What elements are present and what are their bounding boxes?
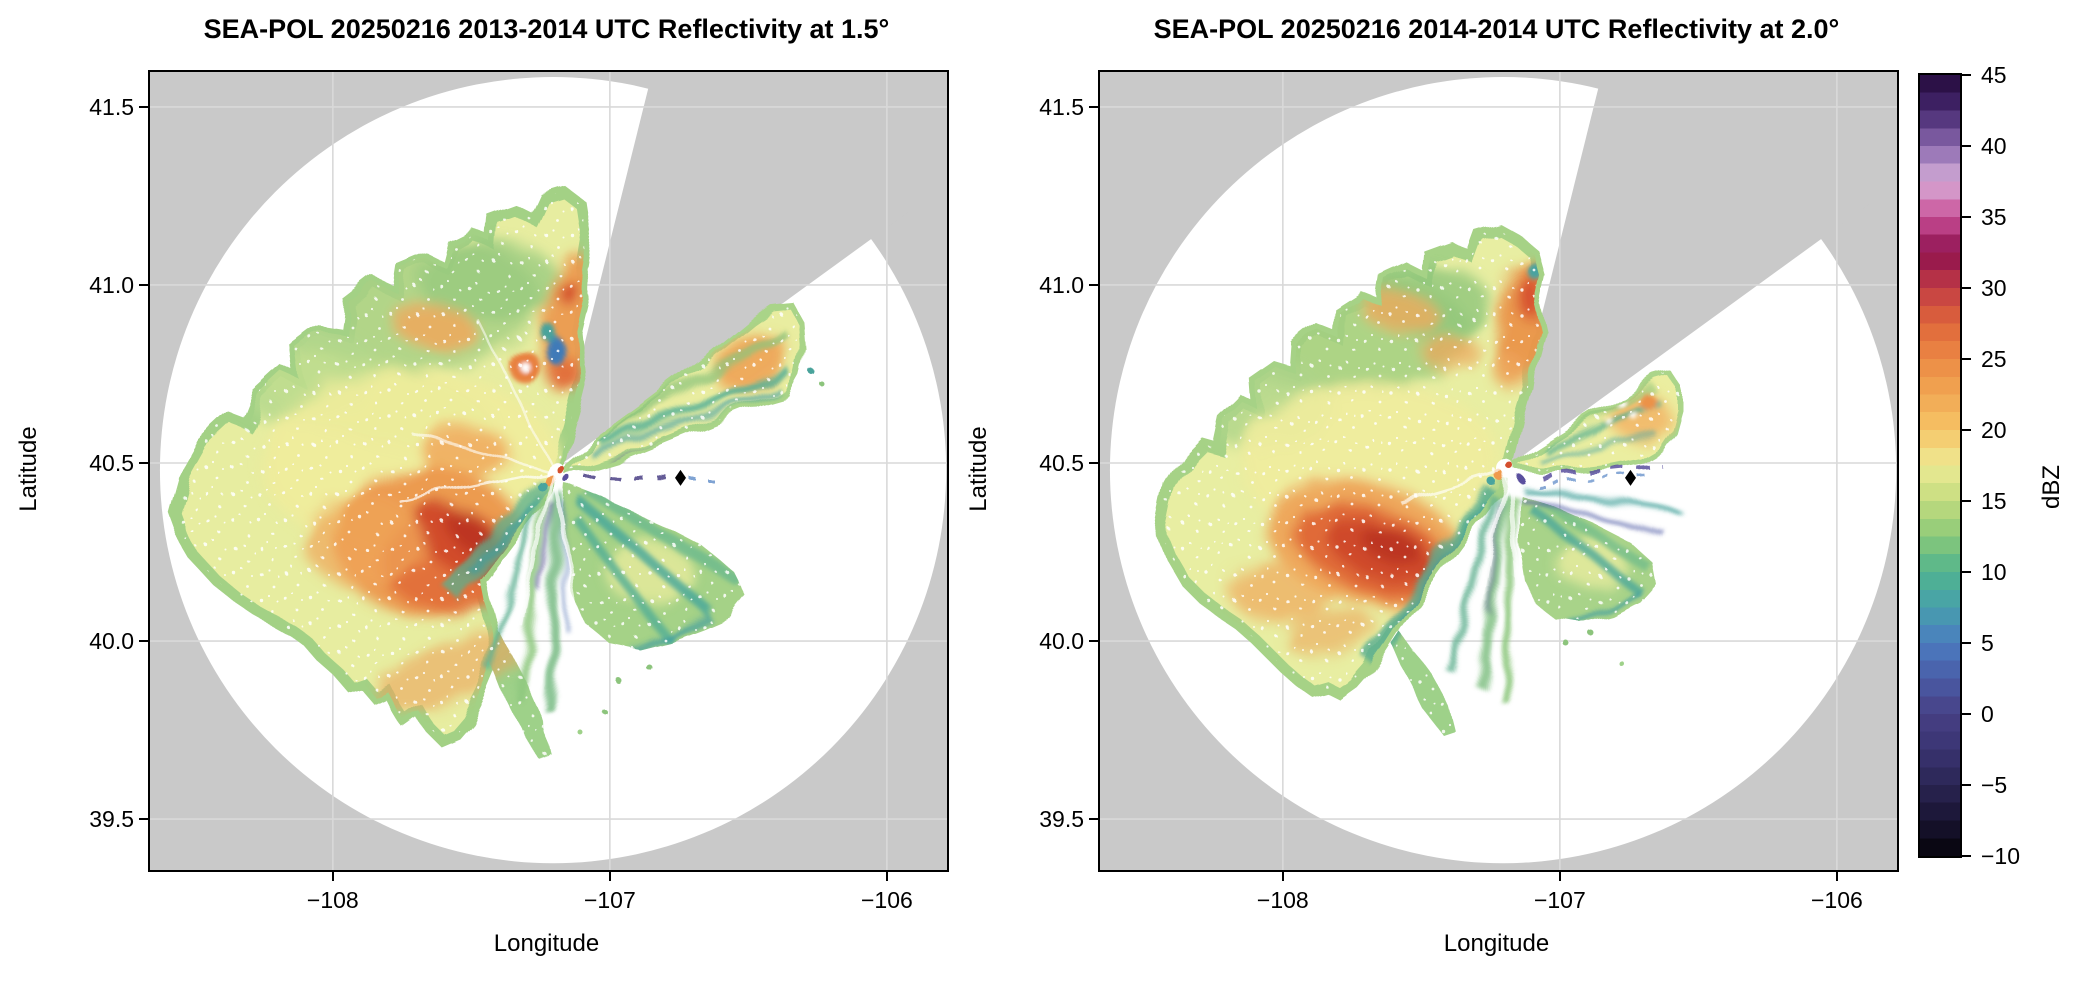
y-tick-mark bbox=[1089, 640, 1098, 643]
x-tick-mark bbox=[1835, 872, 1838, 881]
colorbar-tick-mark bbox=[1962, 855, 1971, 857]
colorbar-tick-label: 0 bbox=[1981, 701, 1994, 727]
colorbar-tick-label: 40 bbox=[1981, 133, 2007, 159]
y-tick-label: 41.5 bbox=[89, 93, 134, 120]
x-tick-label: −106 bbox=[860, 887, 913, 913]
x-tick-mark bbox=[1558, 872, 1561, 881]
y-tick-mark bbox=[139, 461, 148, 464]
colorbar-tick-mark bbox=[1962, 287, 1971, 289]
y-tick-label: 39.5 bbox=[89, 806, 134, 833]
y-axis-label-left: Latitude bbox=[15, 426, 42, 512]
colorbar-tick-mark bbox=[1962, 571, 1971, 573]
colorbar-tick-mark bbox=[1962, 74, 1971, 76]
colorbar-tick-label: 45 bbox=[1981, 62, 2007, 88]
y-tick-label: 41.5 bbox=[1039, 93, 1084, 120]
y-tick-mark bbox=[139, 283, 148, 286]
x-tick-mark bbox=[885, 872, 888, 881]
colorbar-tick-label: 5 bbox=[1981, 630, 1994, 656]
ppi-panel-2-0deg bbox=[1098, 70, 1899, 872]
colorbar-tick-label: 25 bbox=[1981, 346, 2007, 372]
right-panel-title: SEA-POL 20250216 2014-2014 UTC Reflectiv… bbox=[1153, 14, 1840, 44]
colorbar-tick-label: 15 bbox=[1981, 488, 2007, 514]
colorbar-tick-mark bbox=[1962, 145, 1971, 147]
colorbar-tick-mark bbox=[1962, 216, 1971, 218]
y-tick-label: 39.5 bbox=[1039, 806, 1084, 833]
x-tick-mark bbox=[608, 872, 611, 881]
y-tick-mark bbox=[1089, 818, 1098, 821]
colorbar-tick-mark bbox=[1962, 784, 1971, 786]
colorbar-tick-label: −5 bbox=[1981, 772, 2008, 798]
ppi-plot-1-5deg bbox=[150, 72, 947, 870]
y-tick-label: 40.0 bbox=[1039, 628, 1084, 655]
x-tick-label: −107 bbox=[583, 887, 636, 913]
y-tick-mark bbox=[139, 640, 148, 643]
blocked-sector-wedge bbox=[553, 72, 947, 471]
y-tick-mark bbox=[1089, 283, 1098, 286]
x-tick-mark bbox=[1281, 872, 1284, 881]
y-tick-label: 40.0 bbox=[89, 628, 134, 655]
y-tick-label: 41.0 bbox=[1039, 271, 1084, 298]
y-tick-mark bbox=[139, 818, 148, 821]
colorbar-tick-label: 35 bbox=[1981, 204, 2007, 230]
radar-site-diamond-marker bbox=[675, 469, 686, 486]
colorbar-tick-mark bbox=[1962, 500, 1971, 502]
y-tick-label: 40.5 bbox=[89, 449, 134, 476]
colorbar-tick-mark bbox=[1962, 429, 1971, 431]
x-axis-label-left: Longitude bbox=[493, 930, 600, 957]
colorbar-tick-mark bbox=[1962, 713, 1971, 715]
colorbar-tick-label: 30 bbox=[1981, 275, 2007, 301]
colorbar-tick-mark bbox=[1962, 642, 1971, 644]
y-tick-mark bbox=[139, 105, 148, 108]
x-tick-label: −107 bbox=[1533, 887, 1586, 913]
y-tick-mark bbox=[1089, 105, 1098, 108]
ppi-panel-1-5deg bbox=[148, 70, 949, 872]
clutter-line-dashes bbox=[577, 369, 825, 735]
colorbar-tick-mark bbox=[1962, 358, 1971, 360]
left-panel-title: SEA-POL 20250216 2013-2014 UTC Reflectiv… bbox=[203, 14, 890, 44]
x-tick-mark bbox=[331, 872, 334, 881]
x-tick-label: −108 bbox=[1256, 887, 1309, 913]
ppi-plot-2-0deg bbox=[1100, 72, 1897, 870]
colorbar-tick-label: 10 bbox=[1981, 559, 2007, 585]
blocked-sector-wedge bbox=[1503, 72, 1897, 471]
colorbar bbox=[1918, 73, 1962, 858]
colorbar-tick-label: 20 bbox=[1981, 417, 2007, 443]
x-axis-label-right: Longitude bbox=[1443, 930, 1550, 957]
x-tick-label: −106 bbox=[1810, 887, 1863, 913]
clutter-line-dashes bbox=[1534, 462, 1661, 665]
radar-site-diamond-marker bbox=[1625, 469, 1636, 486]
y-axis-label-right: Latitude bbox=[965, 426, 992, 512]
x-tick-label: −108 bbox=[306, 887, 359, 913]
y-tick-mark bbox=[1089, 461, 1098, 464]
colorbar-unit-label: dBZ bbox=[2038, 465, 2065, 510]
colorbar-tick-label: −10 bbox=[1981, 843, 2021, 869]
y-tick-label: 40.5 bbox=[1039, 449, 1084, 476]
y-tick-label: 41.0 bbox=[89, 271, 134, 298]
